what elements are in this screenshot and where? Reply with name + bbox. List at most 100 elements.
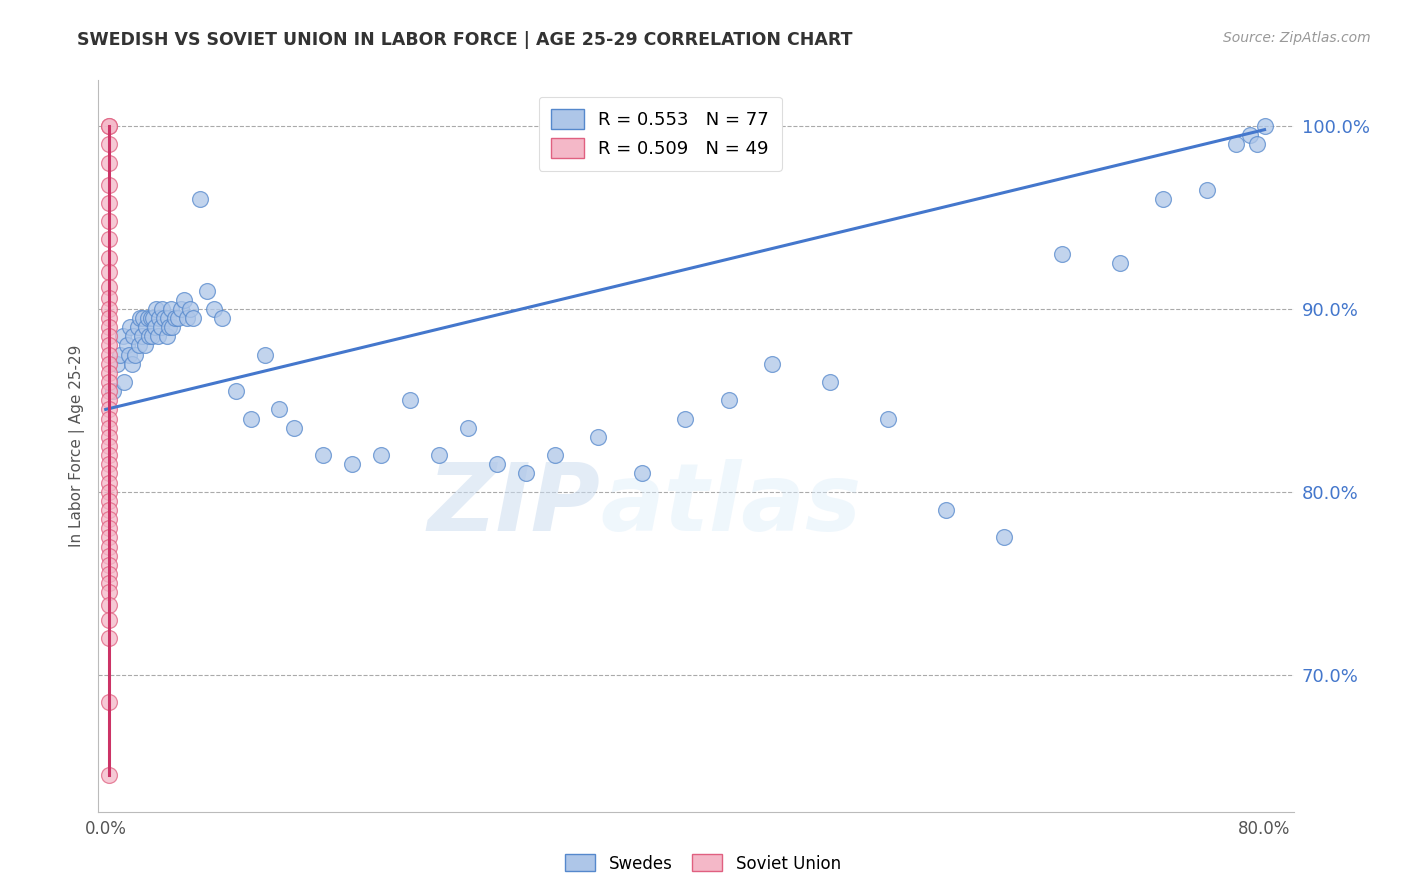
Point	[97, 402, 120, 417]
Point	[283, 420, 305, 434]
Point	[97, 484, 120, 499]
Point	[1239, 128, 1261, 142]
Point	[124, 347, 146, 362]
Point	[544, 448, 567, 462]
Point	[97, 458, 120, 472]
Point	[97, 503, 120, 517]
Point	[97, 366, 120, 380]
Point	[150, 301, 173, 316]
Point	[97, 530, 120, 544]
Text: ZIP: ZIP	[427, 458, 600, 550]
Point	[717, 393, 740, 408]
Point	[134, 338, 156, 352]
Point	[97, 467, 120, 481]
Point	[818, 375, 841, 389]
Point	[97, 585, 120, 599]
Point	[121, 357, 143, 371]
Point	[1050, 247, 1073, 261]
Point	[97, 393, 120, 408]
Point	[195, 284, 218, 298]
Point	[138, 329, 160, 343]
Point	[97, 178, 120, 192]
Point	[97, 329, 120, 343]
Point	[97, 613, 120, 627]
Point	[97, 695, 120, 709]
Point	[515, 467, 537, 481]
Point	[152, 310, 174, 325]
Point	[1152, 192, 1174, 206]
Point	[239, 411, 262, 425]
Point	[114, 375, 136, 389]
Point	[202, 301, 225, 316]
Point	[167, 310, 190, 325]
Point	[97, 448, 120, 462]
Point	[97, 195, 120, 210]
Point	[142, 310, 165, 325]
Point	[97, 598, 120, 612]
Point	[176, 310, 198, 325]
Point	[162, 320, 184, 334]
Point	[97, 384, 120, 399]
Point	[149, 320, 172, 334]
Point	[120, 320, 142, 334]
Point	[97, 521, 120, 535]
Point	[117, 338, 139, 352]
Point	[761, 357, 783, 371]
Point	[935, 503, 957, 517]
Point	[97, 439, 120, 453]
Point	[1195, 183, 1218, 197]
Point	[128, 338, 150, 352]
Point	[139, 310, 162, 325]
Point	[173, 293, 195, 307]
Point	[170, 301, 193, 316]
Point	[97, 475, 120, 490]
Point	[97, 119, 120, 133]
Point	[146, 329, 169, 343]
Point	[165, 310, 187, 325]
Point	[112, 329, 135, 343]
Point	[155, 329, 177, 343]
Point	[340, 458, 363, 472]
Point	[399, 393, 422, 408]
Point	[211, 310, 233, 325]
Point	[105, 357, 128, 371]
Point	[148, 310, 170, 325]
Point	[97, 137, 120, 152]
Y-axis label: In Labor Force | Age 25-29: In Labor Force | Age 25-29	[69, 345, 86, 547]
Point	[157, 320, 180, 334]
Point	[370, 448, 392, 462]
Point	[181, 310, 204, 325]
Point	[160, 301, 183, 316]
Point	[97, 375, 120, 389]
Point	[127, 320, 149, 334]
Point	[101, 384, 124, 399]
Point	[143, 320, 166, 334]
Point	[97, 338, 120, 352]
Point	[673, 411, 696, 425]
Point	[179, 301, 201, 316]
Text: SWEDISH VS SOVIET UNION IN LABOR FORCE | AGE 25-29 CORRELATION CHART: SWEDISH VS SOVIET UNION IN LABOR FORCE |…	[77, 31, 853, 49]
Point	[1225, 137, 1247, 152]
Point	[630, 467, 652, 481]
Legend: Swedes, Soviet Union: Swedes, Soviet Union	[558, 847, 848, 880]
Point	[132, 310, 155, 325]
Point	[97, 232, 120, 246]
Point	[312, 448, 335, 462]
Point	[97, 251, 120, 265]
Point	[877, 411, 900, 425]
Point	[156, 310, 179, 325]
Point	[269, 402, 291, 417]
Point	[97, 357, 120, 371]
Point	[1108, 256, 1130, 270]
Point	[586, 430, 609, 444]
Point	[97, 301, 120, 316]
Point	[97, 493, 120, 508]
Point	[145, 301, 167, 316]
Point	[131, 329, 153, 343]
Text: Source: ZipAtlas.com: Source: ZipAtlas.com	[1223, 31, 1371, 45]
Point	[97, 265, 120, 279]
Point	[97, 420, 120, 434]
Point	[457, 420, 479, 434]
Point	[97, 119, 120, 133]
Point	[129, 310, 152, 325]
